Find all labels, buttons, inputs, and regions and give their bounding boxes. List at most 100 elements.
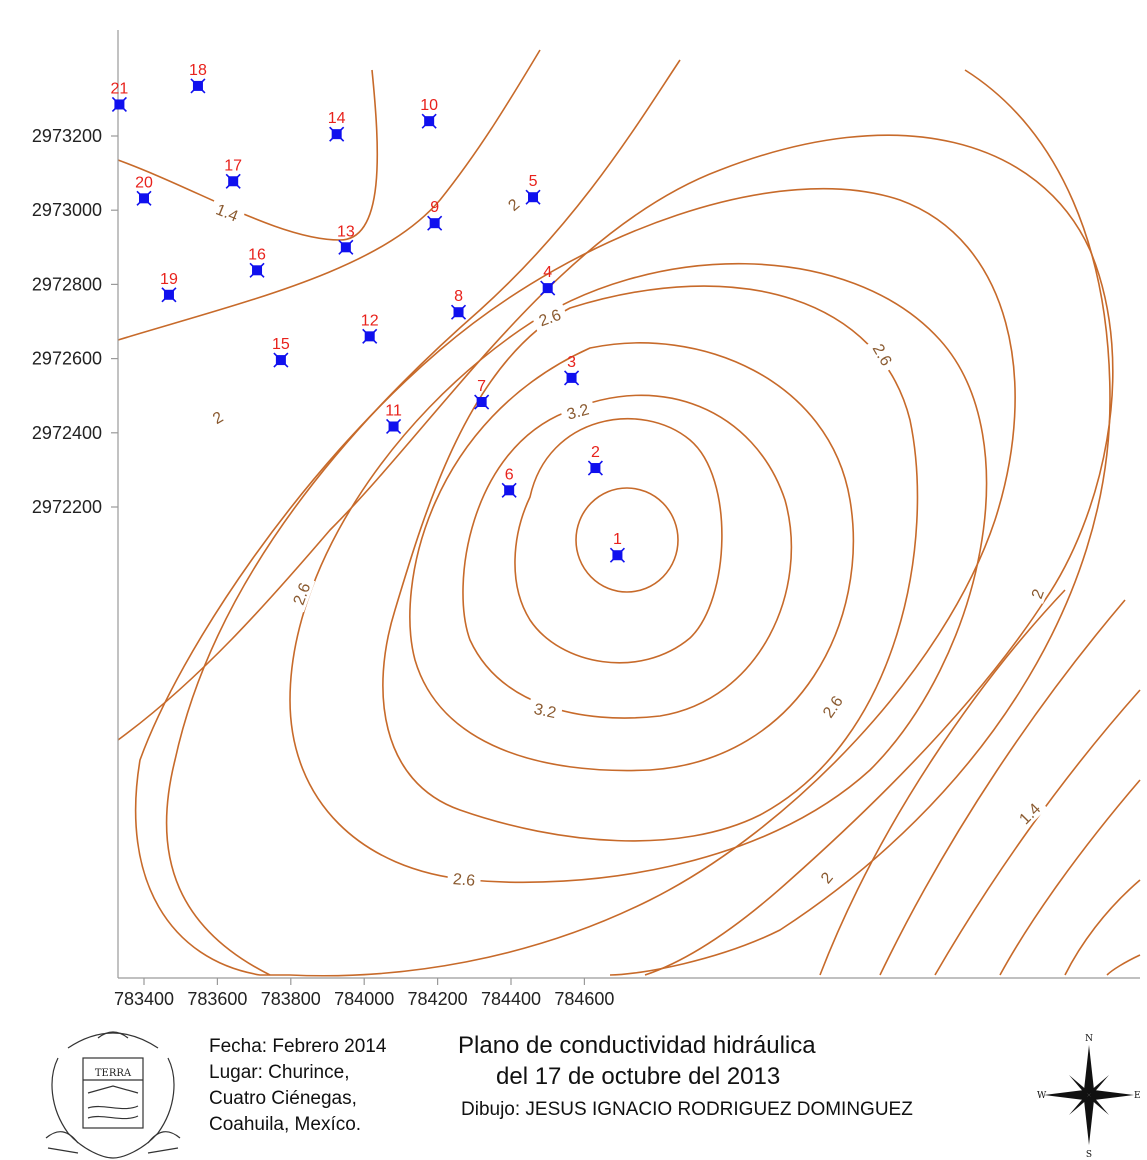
- well-marker-15[interactable]: 15: [272, 336, 290, 368]
- contour-2.6: [289, 262, 988, 884]
- compass-north-label: N: [1085, 1034, 1093, 1044]
- well-marker-20[interactable]: 20: [135, 174, 153, 206]
- well-marker-16[interactable]: 16: [248, 246, 266, 278]
- well-marker-cross: [421, 113, 437, 129]
- contour-label: 1.4: [1011, 795, 1048, 832]
- well-marker-19[interactable]: 19: [160, 271, 178, 303]
- well-label: 4: [543, 264, 552, 281]
- map-axes: 783400 783600 783800 784000 784200 784400 7846…: [32, 30, 1140, 1009]
- well-label: 13: [337, 223, 355, 240]
- contour-3.6: [575, 487, 679, 593]
- contour-label: 2.6: [446, 868, 482, 890]
- well-marker-21[interactable]: 21: [111, 80, 129, 113]
- contour-label: 2.6: [866, 335, 899, 374]
- y-tick-label: 2972200: [32, 497, 102, 517]
- contour-label: 2.6: [286, 575, 316, 613]
- well-marker-cross: [225, 173, 241, 189]
- contour-2-upper: [117, 134, 1114, 741]
- contour-0.8-lowright: [1106, 954, 1141, 976]
- title-line-1: Plano de conductividad hidráulica: [458, 1032, 816, 1059]
- well-label: 2: [591, 444, 600, 461]
- well-marker-cross: [587, 460, 603, 476]
- contour-label: 3.2: [559, 398, 597, 424]
- well-label: 10: [420, 97, 438, 114]
- x-tick-label: 784200: [408, 989, 468, 1009]
- well-marker-cross: [249, 262, 265, 278]
- place-line-3: Coahuila, Mexíco.: [209, 1114, 362, 1135]
- contour-3.0: [409, 342, 855, 772]
- contour-3.4: [514, 418, 723, 664]
- well-marker-10[interactable]: 10: [420, 97, 438, 129]
- well-label: 8: [454, 288, 463, 305]
- contour-label-bg: [531, 302, 569, 332]
- well-marker-13[interactable]: 13: [337, 223, 355, 255]
- contour-label: 1.4: [208, 197, 247, 227]
- well-marker-1[interactable]: 1: [609, 531, 625, 563]
- well-label: 3: [567, 354, 576, 371]
- contour-label: 2.6: [815, 687, 850, 726]
- well-label: 12: [361, 312, 379, 329]
- contour-label: 2.6: [531, 302, 569, 332]
- y-tick-label: 2973200: [32, 126, 102, 146]
- contour-3.2: [462, 394, 793, 719]
- well-marker-17[interactable]: 17: [224, 157, 242, 189]
- well-marker-5[interactable]: 5: [525, 173, 541, 205]
- contour-label-bg: [1026, 583, 1049, 604]
- well-label: 6: [505, 466, 514, 483]
- well-label: 15: [272, 336, 290, 353]
- well-marker-4[interactable]: 4: [540, 264, 556, 296]
- well-label: 18: [189, 62, 207, 79]
- conductivity-map: 1.4 222.62.62.62.62.63.23.221.42 783400 78…: [32, 30, 1141, 1009]
- contour-label-bg: [286, 575, 316, 613]
- well-marker-12[interactable]: 12: [361, 312, 379, 344]
- contour-1.4-topleft: [117, 69, 379, 241]
- well-marker-cross: [450, 304, 467, 320]
- well-marker-18[interactable]: 18: [189, 62, 207, 94]
- contour-label-text: 2.6: [537, 307, 564, 331]
- well-marker-cross: [338, 239, 354, 255]
- contour-label: 2: [206, 405, 229, 429]
- well-label: 17: [224, 157, 242, 174]
- contour-label-text: 2.6: [291, 581, 315, 608]
- contour-label: 2: [814, 865, 838, 889]
- well-marker-3[interactable]: 3: [563, 354, 580, 386]
- contour-2-lower: [644, 599, 1046, 976]
- contour-label-bg: [446, 868, 482, 890]
- well-marker-cross: [136, 190, 152, 206]
- well-marker-9[interactable]: 9: [427, 199, 443, 231]
- contour-label-bg: [501, 192, 525, 216]
- well-marker-cross: [362, 328, 378, 344]
- x-tick-label: 783600: [187, 989, 247, 1009]
- well-marker-cross: [501, 482, 517, 498]
- well-marker-11[interactable]: 11: [385, 402, 402, 435]
- place-line-1: Lugar: Churince,: [209, 1062, 350, 1083]
- x-tick-label: 783800: [261, 989, 321, 1009]
- y-tick-label: 2972800: [32, 274, 102, 294]
- x-tick-label: 784400: [481, 989, 541, 1009]
- well-marker-8[interactable]: 8: [450, 288, 467, 320]
- map-info: Fecha: Febrero 2014 Lugar: Churince, Cua…: [209, 1034, 386, 1138]
- contour-1.8-lowright: [819, 589, 1066, 976]
- well-marker-14[interactable]: 14: [328, 110, 346, 142]
- well-label: 21: [111, 80, 129, 97]
- compass-rose-icon: N S W E: [1037, 1034, 1141, 1160]
- title-line-2: del 17 de octubre del 2013: [496, 1063, 781, 1090]
- well-label: 7: [477, 378, 486, 395]
- contour-1.4-upper: [117, 49, 541, 341]
- well-marker-cross: [609, 547, 625, 563]
- well-marker-cross: [385, 418, 402, 435]
- well-marker-6[interactable]: 6: [501, 466, 517, 498]
- compass-south-label: S: [1086, 1150, 1092, 1160]
- well-marker-cross: [525, 189, 541, 205]
- compass-west-label: W: [1037, 1091, 1047, 1101]
- contour-label-bg: [208, 197, 247, 227]
- well-marker-2[interactable]: 2: [587, 444, 603, 476]
- contour-label-bg: [527, 697, 564, 723]
- date-text: Fecha: Febrero 2014: [209, 1036, 387, 1057]
- well-marker-7[interactable]: 7: [474, 378, 490, 410]
- contour-2.4: [134, 187, 1016, 977]
- contour-label: 2: [501, 192, 525, 216]
- well-marker-cross: [540, 280, 556, 296]
- y-tick-label: 2972600: [32, 349, 102, 369]
